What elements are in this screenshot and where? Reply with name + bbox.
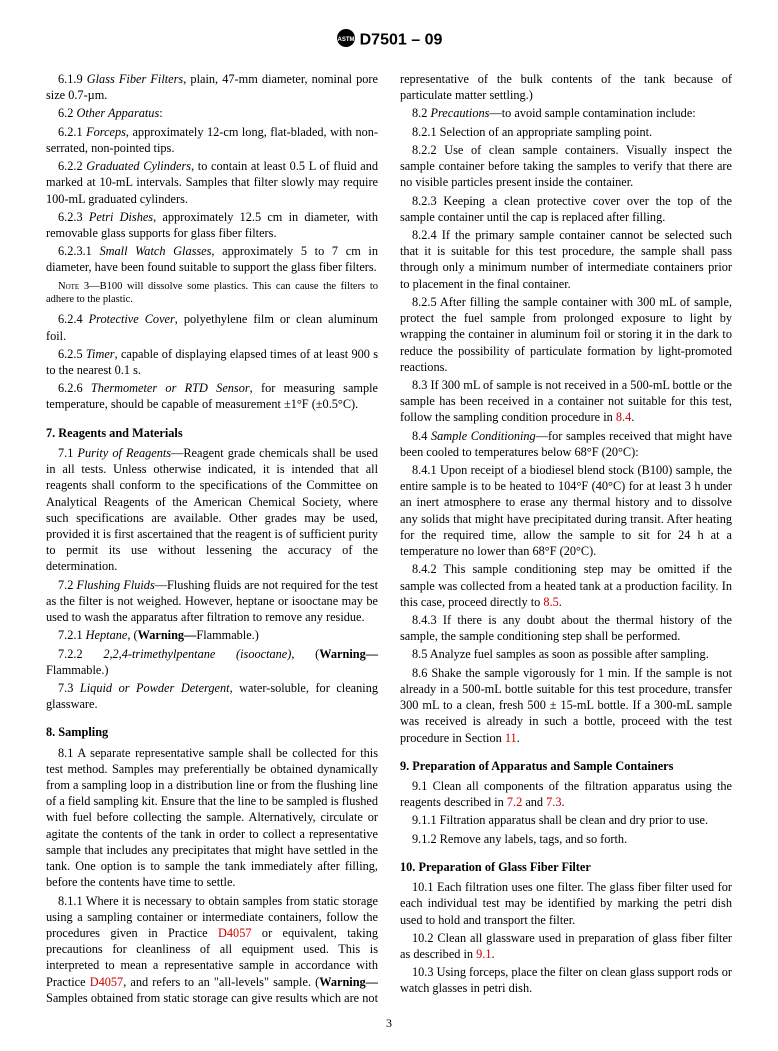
para-8-6: 8.6 Shake the sample vigorously for 1 mi… [400, 665, 732, 746]
para-9-1-1: 9.1.1 Filtration apparatus shall be clea… [400, 812, 732, 828]
astm-logo: ASTM [336, 28, 356, 53]
para-6-2: 6.2 Other Apparatus: [46, 105, 378, 121]
para-8-4-1: 8.4.1 Upon receipt of a biodiesel blend … [400, 462, 732, 559]
ref-8-4[interactable]: 8.4 [616, 410, 631, 424]
para-10-2: 10.2 Clean all glassware used in prepara… [400, 930, 732, 962]
para-6-2-2: 6.2.2 Graduated Cylinders, to contain at… [46, 158, 378, 207]
para-6-2-5: 6.2.5 Timer, capable of displaying elaps… [46, 346, 378, 378]
svg-text:ASTM: ASTM [337, 37, 354, 43]
para-8-4-2: 8.4.2 This sample conditioning step may … [400, 561, 732, 610]
para-6-2-3: 6.2.3 Petri Dishes, approximately 12.5 c… [46, 209, 378, 241]
para-8-4: 8.4 Sample Conditioning—for samples rece… [400, 428, 732, 460]
para-8-5: 8.5 Analyze fuel samples as soon as poss… [400, 646, 732, 662]
para-9-1-2: 9.1.2 Remove any labels, tags, and so fo… [400, 831, 732, 847]
para-6-1-9: 6.1.9 Glass Fiber Filters, plain, 47-mm … [46, 71, 378, 103]
para-10-1: 10.1 Each filtration uses one filter. Th… [400, 879, 732, 928]
para-8-2-5: 8.2.5 After filling the sample container… [400, 294, 732, 375]
para-6-2-3-1: 6.2.3.1 Small Watch Glasses, approximate… [46, 243, 378, 275]
para-8-2-3: 8.2.3 Keeping a clean protective cover o… [400, 193, 732, 225]
ref-9-1[interactable]: 9.1 [476, 947, 491, 961]
ref-7-3[interactable]: 7.3 [546, 795, 561, 809]
para-8-1: 8.1 A separate representative sample sha… [46, 745, 378, 891]
ref-7-2[interactable]: 7.2 [507, 795, 522, 809]
doc-header: ASTM D7501 – 09 [46, 28, 732, 53]
para-7-2-1: 7.2.1 Heptane, (Warning—Flammable.) [46, 627, 378, 643]
para-8-2-1: 8.2.1 Selection of an appropriate sampli… [400, 124, 732, 140]
para-7-2-2: 7.2.2 2,2,4-trimethylpentane (isooctane)… [46, 646, 378, 678]
para-7-1: 7.1 Purity of Reagents—Reagent grade che… [46, 445, 378, 575]
para-9-1: 9.1 Clean all components of the filtrati… [400, 778, 732, 810]
note-3: Note 3—B100 will dissolve some plastics.… [46, 280, 378, 308]
para-8-2-4: 8.2.4 If the primary sample container ca… [400, 227, 732, 292]
doc-designation: D7501 – 09 [360, 32, 443, 49]
heading-7: 7. Reagents and Materials [46, 425, 378, 441]
para-6-2-4: 6.2.4 Protective Cover, polyethylene fil… [46, 311, 378, 343]
heading-10: 10. Preparation of Glass Fiber Filter [400, 859, 732, 875]
heading-8: 8. Sampling [46, 724, 378, 740]
page: ASTM D7501 – 09 6.1.9 Glass Fiber Filter… [0, 0, 778, 1051]
page-number: 3 [46, 1016, 732, 1031]
para-8-2: 8.2 Precautions—to avoid sample contamin… [400, 105, 732, 121]
ref-d4057-2[interactable]: D4057 [90, 975, 123, 989]
para-10-3: 10.3 Using forceps, place the filter on … [400, 964, 732, 996]
para-8-3: 8.3 If 300 mL of sample is not received … [400, 377, 732, 426]
para-6-2-6: 6.2.6 Thermometer or RTD Sensor, for mea… [46, 380, 378, 412]
para-8-4-3: 8.4.3 If there is any doubt about the th… [400, 612, 732, 644]
para-7-2: 7.2 Flushing Fluids—Flushing fluids are … [46, 577, 378, 626]
para-6-2-1: 6.2.1 Forceps, approximately 12-cm long,… [46, 124, 378, 156]
ref-8-5[interactable]: 8.5 [543, 595, 558, 609]
ref-11[interactable]: 11 [505, 731, 517, 745]
para-7-3: 7.3 Liquid or Powder Detergent, water-so… [46, 680, 378, 712]
ref-d4057-1[interactable]: D4057 [218, 926, 251, 940]
body-columns: 6.1.9 Glass Fiber Filters, plain, 47-mm … [46, 71, 732, 1006]
para-8-2-2: 8.2.2 Use of clean sample containers. Vi… [400, 142, 732, 191]
heading-9: 9. Preparation of Apparatus and Sample C… [400, 758, 732, 774]
